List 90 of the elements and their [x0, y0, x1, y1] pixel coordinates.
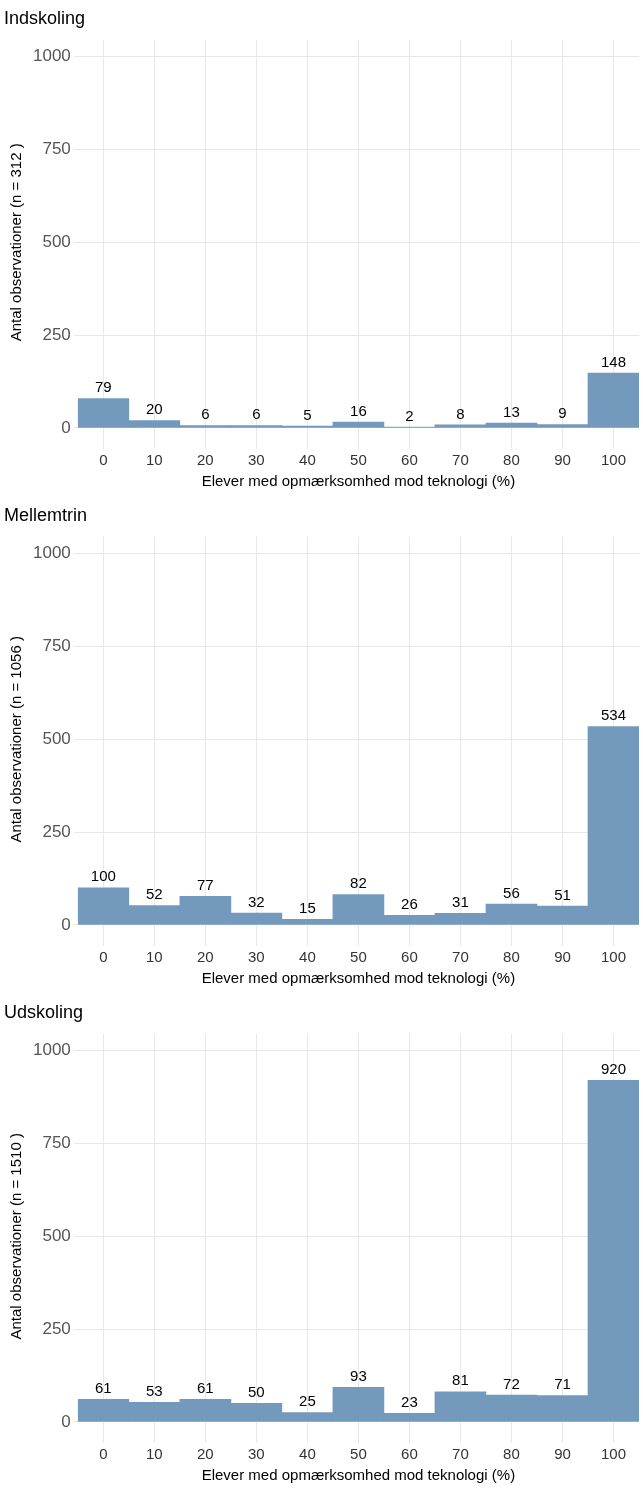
data-label: 51: [554, 885, 571, 903]
data-label: 93: [350, 1367, 367, 1385]
y-tick-label: 250: [42, 821, 71, 841]
y-tick-label: 1000: [32, 46, 71, 66]
y-tick-label: 0: [61, 417, 71, 437]
x-tick-label: 10: [146, 451, 163, 469]
x-tick-label: 50: [350, 948, 367, 966]
x-tick-label: 20: [197, 948, 214, 966]
x-tick-label: 50: [350, 1445, 367, 1463]
x-tick-label: 100: [600, 1445, 627, 1463]
y-axis-title: Antal observationer (n = 1056 ): [7, 636, 25, 843]
data-label: 6: [201, 405, 210, 423]
y-tick-label: 0: [61, 914, 71, 934]
x-tick-label: 100: [600, 451, 627, 469]
x-tick-label: 90: [554, 1445, 571, 1463]
x-tick-label: 80: [503, 1445, 520, 1463]
x-tick-label: 30: [248, 451, 265, 469]
data-label: 50: [248, 1383, 265, 1400]
x-tick-label: 10: [146, 948, 163, 966]
y-tick-label: 500: [42, 728, 71, 748]
data-label: 13: [503, 402, 520, 420]
x-axis-title: Elever med opmærksomhed mod teknologi (%): [201, 1466, 516, 1484]
data-label: 148: [600, 352, 627, 370]
x-tick-label: 0: [99, 451, 108, 469]
data-label: 79: [94, 378, 112, 396]
chart-title: Mellemtrin: [4, 504, 88, 525]
data-label: 82: [350, 874, 367, 892]
data-label: 920: [600, 1060, 627, 1078]
data-label: 5: [303, 405, 312, 423]
data-label: 6: [252, 405, 261, 423]
y-tick-label: 0: [61, 1411, 71, 1431]
y-tick-label: 500: [42, 231, 71, 251]
data-label: 26: [401, 894, 418, 912]
data-label: 61: [197, 1378, 214, 1396]
x-tick-label: 60: [401, 1445, 418, 1463]
data-label: 25: [299, 1392, 316, 1410]
data-label: 8: [456, 404, 465, 422]
data-label: 23: [401, 1393, 418, 1411]
data-label: 100: [90, 867, 116, 885]
data-label: 71: [554, 1375, 571, 1393]
x-tick-label: 10: [146, 1445, 163, 1463]
data-label: 32: [248, 892, 265, 910]
data-label: 31: [452, 893, 469, 911]
y-tick-label: 250: [42, 1318, 71, 1338]
data-label: 20: [146, 400, 163, 418]
x-tick-label: 40: [299, 451, 316, 469]
y-tick-label: 750: [42, 636, 71, 656]
y-tick-label: 1000: [32, 543, 71, 563]
data-label: 77: [197, 875, 214, 893]
x-tick-label: 70: [452, 451, 469, 469]
data-label: 61: [94, 1378, 112, 1396]
data-label: 52: [146, 885, 163, 903]
y-axis-title: Antal observationer (n = 312 ): [7, 143, 25, 342]
x-tick-label: 70: [452, 948, 469, 966]
chart-title: Udskoling: [4, 1001, 84, 1022]
y-tick-label: 250: [42, 324, 71, 344]
x-tick-label: 100: [600, 948, 627, 966]
data-label: 9: [558, 404, 567, 422]
data-label: 53: [146, 1381, 163, 1399]
data-label: 534: [600, 706, 627, 724]
data-label: 81: [452, 1371, 469, 1389]
x-tick-label: 0: [99, 1445, 108, 1463]
data-label: 2: [405, 406, 414, 424]
x-tick-label: 40: [299, 1445, 316, 1463]
x-tick-label: 50: [350, 451, 367, 469]
y-tick-label: 750: [42, 1133, 71, 1153]
x-tick-label: 30: [248, 1445, 265, 1463]
data-label: 72: [503, 1374, 520, 1392]
x-tick-label: 60: [401, 451, 418, 469]
x-tick-label: 20: [197, 1445, 214, 1463]
x-tick-label: 70: [452, 1445, 469, 1463]
chart-title: Indskoling: [4, 7, 86, 28]
y-tick-label: 500: [42, 1225, 71, 1245]
data-label: 56: [503, 883, 520, 901]
x-tick-label: 20: [197, 451, 214, 469]
x-axis-title: Elever med opmærksomhed mod teknologi (%): [201, 472, 516, 490]
x-tick-label: 60: [401, 948, 418, 966]
x-tick-label: 0: [99, 948, 108, 966]
y-axis-title: Antal observationer (n = 1510 ): [7, 1133, 25, 1340]
y-tick-label: 1000: [32, 1040, 71, 1060]
x-tick-label: 90: [554, 948, 571, 966]
x-tick-label: 30: [248, 948, 265, 966]
x-tick-label: 90: [554, 451, 571, 469]
data-label: 15: [299, 898, 316, 916]
y-tick-label: 750: [42, 139, 71, 159]
x-tick-label: 40: [299, 948, 316, 966]
x-tick-label: 80: [503, 451, 520, 469]
x-axis-title: Elever med opmærksomhed mod teknologi (%): [201, 969, 516, 987]
x-tick-label: 80: [503, 948, 520, 966]
data-label: 16: [350, 401, 367, 419]
